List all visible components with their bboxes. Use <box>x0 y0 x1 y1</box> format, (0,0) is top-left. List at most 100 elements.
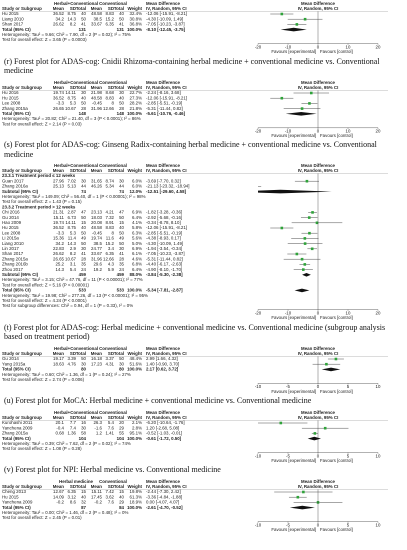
group-header: Conventional <box>99 346 127 351</box>
cell: 40 <box>119 494 124 499</box>
tick-label: -20 <box>255 128 262 133</box>
tick-label: -10 <box>255 384 262 389</box>
cell: 15 <box>119 489 124 494</box>
cell: 48.58 <box>91 11 103 16</box>
cell: 6.9% <box>132 246 142 251</box>
cell: -7.05 [-10.23, -3.87] <box>146 252 185 257</box>
tick-label: 0 <box>317 522 320 527</box>
tick-label: 5 <box>347 522 350 527</box>
cell: Shan 2017 <box>2 252 24 257</box>
cell: 30 <box>119 246 124 251</box>
effect-square <box>303 237 307 241</box>
total-label: Subtotal (95% CI) <box>2 189 39 194</box>
cell: 15.11 <box>53 215 64 220</box>
cell: 26.3 <box>93 420 102 425</box>
effect-square <box>334 357 338 361</box>
cell: 50 <box>81 231 86 236</box>
forest-plot: Herbal+Conventional Conventional Mean Diff… <box>2 1 388 54</box>
cell: -12.06 [-15.91, -8.21] <box>146 11 187 16</box>
cell: Zhou 2017 <box>2 267 24 272</box>
column-header: Study or Subgroup <box>2 168 42 173</box>
column-header: IV, Random, 95% CI <box>298 6 339 11</box>
cell: 4.1% <box>132 220 142 225</box>
cell: 30 <box>81 361 86 366</box>
md-header: Mean Difference <box>146 163 180 168</box>
column-header: SD <box>108 351 114 356</box>
cell: 1.41 <box>105 430 114 435</box>
cell: Hu 2015 <box>2 494 19 499</box>
effect-square <box>300 106 304 110</box>
cell: 24 <box>119 267 124 272</box>
favours-right: Favours [control] <box>320 49 353 54</box>
cell: 40 <box>81 11 86 16</box>
cell: 17.23 <box>91 361 103 366</box>
cell: 29.6 <box>93 262 102 267</box>
cell: 28 <box>81 257 86 262</box>
cell: 8.83 <box>105 95 114 100</box>
note: Heterogeneity: Tau² = 3.15; Chi² = 47.76… <box>2 278 143 283</box>
pooled-diamond <box>321 367 341 372</box>
cell: 24 <box>81 267 86 272</box>
caption: (u) Forest plot for MoCA: Herbal medicin… <box>4 396 312 406</box>
total-ci: -2.61 [-4.70, -0.52] <box>146 505 183 510</box>
cell: -6.20 [-10.64, -1.76] <box>146 420 185 425</box>
cell: 41 <box>81 22 86 27</box>
effect-square <box>303 242 307 246</box>
cell: 5.0% <box>132 241 142 246</box>
cell: 41 <box>119 252 124 257</box>
md-header: Mean Difference <box>301 479 335 484</box>
note: Test for overall effect: Z = 2.74 (P = 0… <box>2 377 85 382</box>
pooled-diamond <box>258 190 332 194</box>
favours-right: Favours [control] <box>320 458 353 463</box>
cell: 49 <box>119 236 124 241</box>
md-header: Mean Difference <box>301 346 335 351</box>
cell: 19.2 <box>93 267 102 272</box>
column-header: IV, Random, 95% CI <box>146 168 187 173</box>
cell: -5.31 [-11.44, 0.82] <box>146 105 183 110</box>
cell: 2.87 <box>67 210 76 215</box>
effect-square <box>308 232 311 235</box>
total-ci: -12.51 [-29.60, 4.58] <box>146 189 187 194</box>
column-header: SD <box>108 484 114 489</box>
cell: 25.13 <box>53 184 65 189</box>
cell: 61.3% <box>130 494 143 499</box>
column-header: Mean <box>53 351 65 356</box>
effect-square <box>309 91 313 94</box>
cell: 8.83 <box>105 11 114 16</box>
total-label: Total (95% CI) <box>2 288 31 293</box>
column-header: IV, Random, 95% CI <box>298 484 339 489</box>
cell: 34.2 <box>55 16 64 21</box>
cell: 12.66 <box>103 105 115 110</box>
cell: Zhang 2016b <box>2 262 28 267</box>
cell: Shan 2017 <box>2 22 24 27</box>
column-header: SD <box>70 85 76 90</box>
cell: 14.11 <box>65 90 76 95</box>
cell: 7.6 <box>108 425 115 430</box>
md-header: Mean Difference <box>146 410 180 415</box>
cell: 11.4 <box>68 236 77 241</box>
cell: Li 2015a <box>2 236 19 241</box>
tick-label: 10 <box>376 384 381 389</box>
column-header: Total <box>76 6 86 11</box>
cell: 5.9 <box>108 267 115 272</box>
column-header: Mean <box>91 484 103 489</box>
cell: 20.08 <box>91 220 103 225</box>
cell: 14.09 <box>53 494 65 499</box>
effect-square <box>305 180 309 183</box>
effect-square <box>307 216 311 220</box>
cell: 21.31 <box>53 210 65 215</box>
cell: 15 <box>81 220 86 225</box>
cell: 51.6% <box>130 361 143 366</box>
caption: (r) Forest plot for ADAS-cog: Cnidii Rhi… <box>4 56 380 76</box>
cell: 10.67 <box>65 105 77 110</box>
cell: 5.3 <box>70 231 77 236</box>
total-label: Subtotal (95% CI) <box>2 272 39 277</box>
cell: 27.3% <box>130 95 143 100</box>
cell: 50 <box>119 241 124 246</box>
group-header: Herbal+Conventional <box>54 163 98 168</box>
note: Heterogeneity: Tau² = 0.00; Chi² = 1.46,… <box>2 510 128 515</box>
column-header: IV, Random, 95% CI <box>298 85 339 90</box>
cell: 7.4 <box>70 425 77 430</box>
cell: 36.52 <box>53 11 65 16</box>
column-header: Total <box>114 415 124 420</box>
